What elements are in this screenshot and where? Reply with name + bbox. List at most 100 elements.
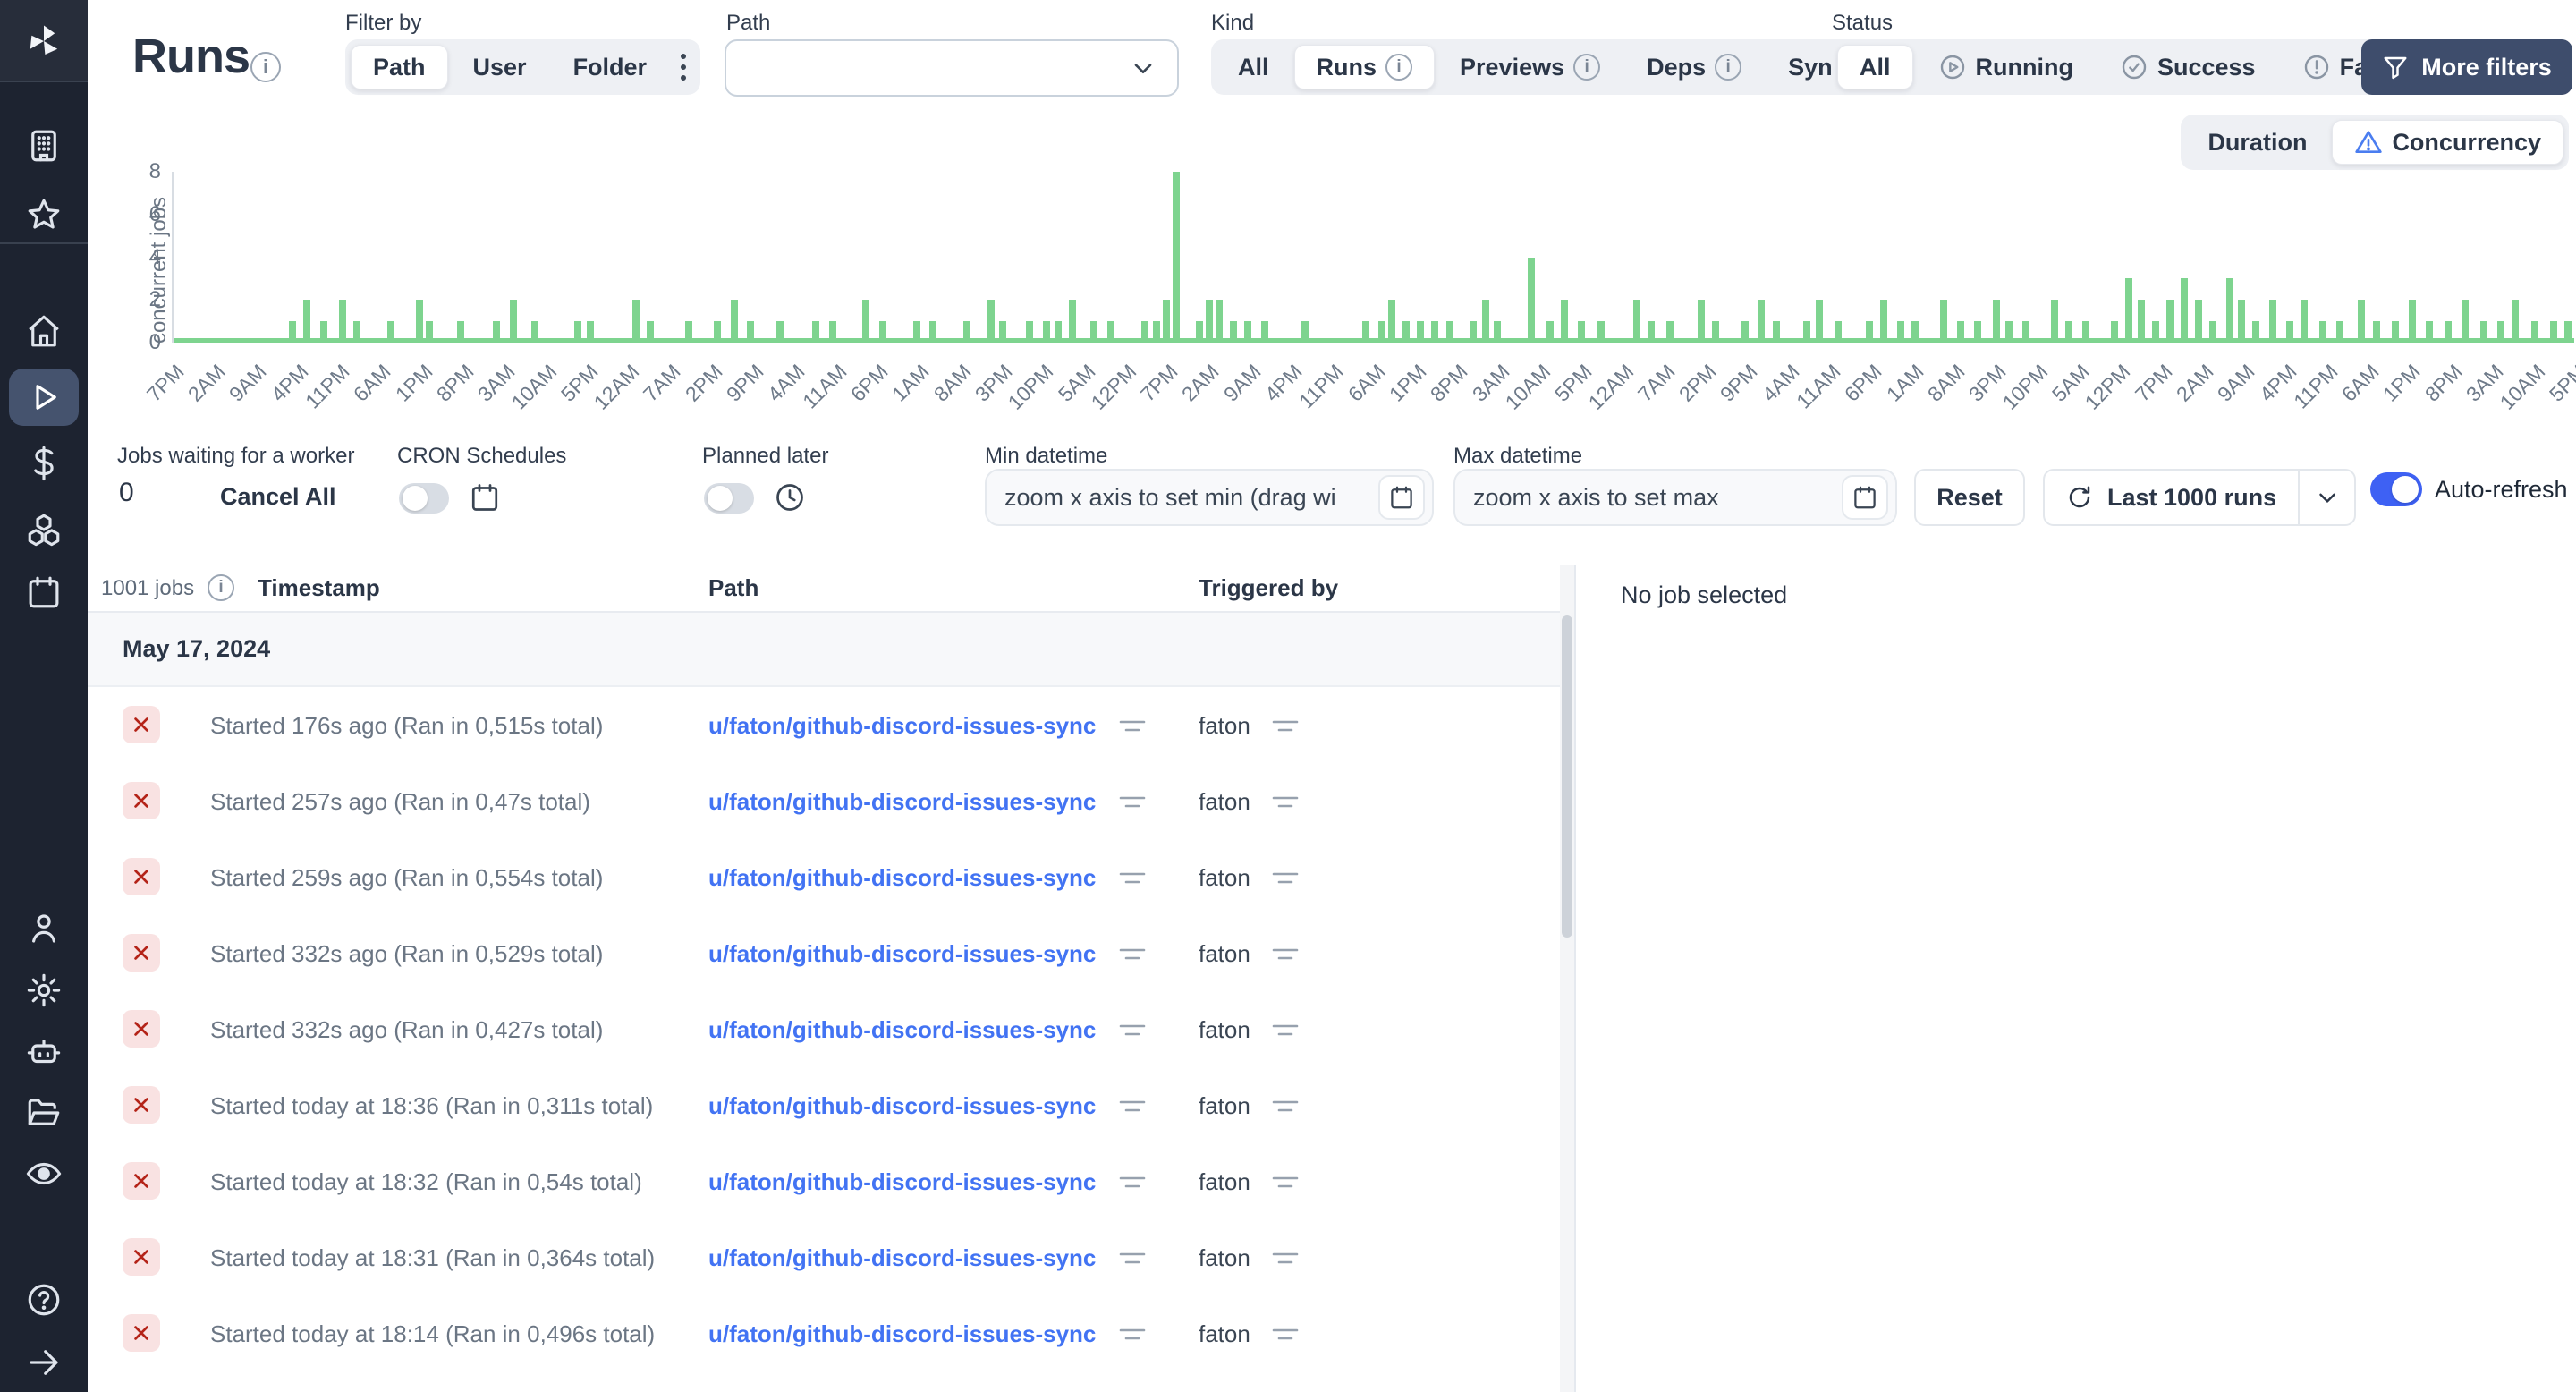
kind-all-button[interactable]: All [1238,53,1269,81]
previews-info-icon[interactable]: i [1573,54,1601,81]
table-header-divider [88,611,1560,613]
job-row[interactable]: Started today at 18:14 (Ran in 0,496s to… [88,1295,1560,1371]
concurrency-bar [862,300,870,343]
filter-by-path-icon[interactable] [1117,1173,1148,1193]
variables-dollar-icon[interactable] [25,445,63,482]
split-divider [2298,471,2301,524]
filter-by-user-icon[interactable] [1270,1325,1301,1345]
job-row[interactable]: Started today at 18:32 (Ran in 0,54s tot… [88,1143,1560,1219]
cancel-all-button[interactable]: Cancel All [220,483,336,510]
filter-by-path-icon[interactable] [1117,1249,1148,1269]
schedules-calendar-icon[interactable] [25,573,63,611]
auto-refresh-label: Auto-refresh [2435,476,2568,503]
filter-by-user-icon[interactable] [1270,1249,1301,1269]
col-header-path[interactable]: Path [708,574,759,601]
status-all-button[interactable]: All [1837,45,1913,89]
auto-refresh-toggle[interactable] [2370,472,2422,506]
more-filters-button[interactable]: More filters [2361,39,2572,95]
job-path-link[interactable]: u/faton/github-discord-issues-sync [708,1168,1097,1195]
runs-range-dropdown-button[interactable] [2300,471,2354,524]
filter-by-folder-button[interactable]: Folder [572,53,648,81]
filter-by-user-icon[interactable] [1270,1021,1301,1040]
filter-by-path-button[interactable]: Path [351,45,448,89]
concurrency-bar [879,321,887,343]
job-path-link[interactable]: u/faton/github-discord-issues-sync [708,1244,1097,1271]
job-row[interactable]: Started today at 18:36 (Ran in 0,311s to… [88,1067,1560,1143]
job-row[interactable]: Started 257s ago (Ran in 0,47s total) u/… [88,763,1560,839]
max-datetime-calendar-button[interactable] [1842,475,1888,520]
resources-boxes-icon[interactable] [25,511,63,548]
collapse-arrow-right-icon[interactable] [25,1344,63,1381]
concurrency-mode-button[interactable]: Concurrency [2332,120,2563,165]
workers-robot-icon[interactable] [25,1033,63,1071]
reset-button[interactable]: Reset [1914,469,2025,526]
filter-by-user-icon[interactable] [1270,869,1301,888]
col-header-timestamp[interactable]: Timestamp [258,574,380,601]
runs-play-icon[interactable] [25,378,63,416]
planned-later-toggle[interactable] [704,483,754,514]
concurrency-bar [302,300,310,343]
job-row[interactable]: Started 332s ago (Ran in 0,427s total) u… [88,991,1560,1067]
table-scrollbar[interactable] [1560,565,1574,1392]
duration-mode-button[interactable]: Duration [2207,128,2308,156]
runs-range-button[interactable]: Last 1000 runs [2045,471,2298,524]
job-row[interactable]: Started today at 18:31 (Ran in 0,364s to… [88,1219,1560,1295]
job-row[interactable]: Started 259s ago (Ran in 0,554s total) u… [88,839,1560,915]
path-filter-select[interactable] [724,39,1179,97]
job-path-link[interactable]: u/faton/github-discord-issues-sync [708,1320,1097,1347]
filter-by-user-icon[interactable] [1270,717,1301,736]
job-path-link[interactable]: u/faton/github-discord-issues-sync [708,712,1097,739]
help-icon[interactable] [25,1281,63,1319]
col-header-triggered-by[interactable]: Triggered by [1199,574,1339,601]
cron-schedules-toggle[interactable] [399,483,449,514]
sidebar-item-runs[interactable] [9,369,79,426]
workspace-logo-block[interactable] [0,0,88,82]
job-path-link[interactable]: u/faton/github-discord-issues-sync [708,940,1097,967]
runs-range-split-button: Last 1000 runs [2043,469,2356,526]
settings-gear-icon[interactable] [25,972,63,1009]
max-datetime-input[interactable] [1473,483,1842,512]
filter-by-user-icon[interactable] [1270,1173,1301,1193]
filter-by-user-button[interactable]: User [472,53,527,81]
min-datetime-input[interactable] [1004,483,1378,512]
filter-by-path-icon[interactable] [1117,945,1148,964]
job-path-link[interactable]: u/faton/github-discord-issues-sync [708,1092,1097,1119]
kind-deps-button[interactable]: Deps i [1625,45,1763,89]
job-row[interactable]: Started 176s ago (Ran in 0,515s total) u… [88,687,1560,763]
jobs-count-info-icon[interactable]: i [208,574,234,601]
runs-info-icon[interactable]: i [1385,54,1413,81]
filter-by-user-icon[interactable] [1270,793,1301,812]
status-running-button[interactable]: Running [1917,45,2095,89]
filter-by-path-icon[interactable] [1117,793,1148,812]
home-icon[interactable] [25,312,63,350]
users-person-icon[interactable] [25,910,63,947]
favorites-star-icon[interactable] [25,196,63,233]
audit-eye-icon[interactable] [25,1155,63,1193]
concurrency-bar [1244,321,1252,343]
apps-building-icon[interactable] [25,127,63,165]
x-tick-label: 11AM [1792,360,1845,413]
concurrency-bar [2238,300,2246,343]
filter-by-more-kebab-icon[interactable] [672,54,695,81]
concurrency-chart[interactable] [172,172,2574,343]
scrollbar-thumb[interactable] [1562,615,1572,938]
deps-info-icon[interactable]: i [1715,54,1742,81]
kind-previews-button[interactable]: Previews i [1438,45,1622,89]
filter-by-path-icon[interactable] [1117,869,1148,888]
filter-by-path-icon[interactable] [1117,1325,1148,1345]
job-path-link[interactable]: u/faton/github-discord-issues-sync [708,864,1097,891]
filter-by-path-icon[interactable] [1117,1097,1148,1116]
job-path-link[interactable]: u/faton/github-discord-issues-sync [708,788,1097,815]
job-row[interactable]: Started 332s ago (Ran in 0,529s total) u… [88,915,1560,991]
concurrency-bar [2151,321,2159,343]
title-info-icon[interactable]: i [250,52,281,82]
filter-by-path-icon[interactable] [1117,717,1148,736]
job-path-link[interactable]: u/faton/github-discord-issues-sync [708,1016,1097,1043]
min-datetime-calendar-button[interactable] [1378,475,1425,520]
filter-by-user-icon[interactable] [1270,1097,1301,1116]
kind-runs-button[interactable]: Runs i [1293,45,1436,89]
folders-open-icon[interactable] [25,1094,63,1132]
status-success-button[interactable]: Success [2098,45,2277,89]
filter-by-user-icon[interactable] [1270,945,1301,964]
filter-by-path-icon[interactable] [1117,1021,1148,1040]
